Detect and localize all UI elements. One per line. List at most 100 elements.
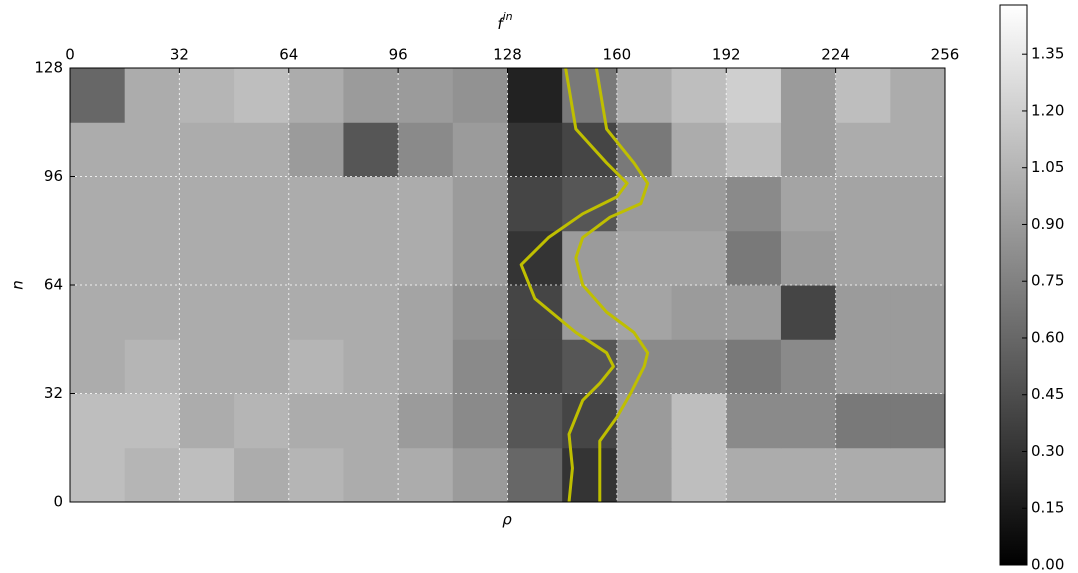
heat-cell — [890, 177, 945, 232]
heat-cell — [890, 122, 945, 177]
heat-cell — [672, 339, 727, 394]
heat-cell — [672, 448, 727, 503]
colorbar-tick-label: 1.05 — [1031, 158, 1064, 176]
heat-cell — [781, 394, 836, 449]
heat-cell — [617, 68, 672, 123]
heat-cell — [726, 285, 781, 340]
heat-cell — [836, 177, 891, 232]
heat-cell — [890, 68, 945, 123]
heat-cell — [179, 448, 234, 503]
heat-cell — [453, 394, 508, 449]
heat-cell — [836, 285, 891, 340]
heat-cell — [726, 122, 781, 177]
heat-cell — [125, 339, 180, 394]
heat-cell — [726, 448, 781, 503]
heat-cell — [672, 231, 727, 286]
heat-cell — [70, 68, 125, 123]
bottom-label: ρ — [502, 511, 512, 529]
heat-cell — [508, 231, 563, 286]
y-tick-label: 0 — [53, 493, 63, 511]
heat-cell — [234, 339, 289, 394]
heat-cell — [343, 177, 398, 232]
heat-cell — [398, 285, 453, 340]
heat-cell — [343, 231, 398, 286]
heat-cell — [234, 122, 289, 177]
heat-cell — [781, 68, 836, 123]
heat-cell — [781, 231, 836, 286]
colorbar-tick-label: 0.00 — [1031, 556, 1064, 573]
heat-cell — [672, 177, 727, 232]
heat-cell — [508, 122, 563, 177]
heat-cell — [672, 122, 727, 177]
heat-cell — [672, 394, 727, 449]
heat-cell — [890, 448, 945, 503]
x-tick-label: 96 — [389, 46, 408, 64]
y-axis-label: n — [9, 280, 27, 290]
heat-cell — [508, 339, 563, 394]
colorbar-tick-label: 0.45 — [1031, 385, 1064, 403]
heat-cell — [836, 122, 891, 177]
heat-cell — [343, 394, 398, 449]
heat-cell — [289, 177, 344, 232]
heat-cell — [125, 68, 180, 123]
heat-cell — [343, 68, 398, 123]
heat-cell — [617, 448, 672, 503]
colorbar-tick-label: 1.20 — [1031, 101, 1064, 119]
heat-cell — [398, 177, 453, 232]
y-tick-label: 128 — [34, 59, 63, 77]
heat-cell — [836, 448, 891, 503]
x-tick-label: 64 — [279, 46, 298, 64]
heat-cell — [179, 394, 234, 449]
heat-cell — [781, 177, 836, 232]
heat-cell — [836, 339, 891, 394]
heat-cell — [672, 285, 727, 340]
heat-cell — [289, 122, 344, 177]
heat-cell — [562, 339, 617, 394]
heat-cell — [398, 448, 453, 503]
heat-cell — [398, 122, 453, 177]
heat-cell — [125, 122, 180, 177]
heat-cell — [70, 339, 125, 394]
heat-cell — [453, 285, 508, 340]
heat-cell — [726, 68, 781, 123]
x-tick-label: 160 — [603, 46, 632, 64]
x-tick-label: 0 — [65, 46, 75, 64]
x-tick-label: 256 — [931, 46, 960, 64]
heat-cell — [453, 177, 508, 232]
heat-cell — [562, 231, 617, 286]
colorbar-tick-label: 0.90 — [1031, 215, 1064, 233]
heat-cell — [179, 122, 234, 177]
heat-cell — [508, 448, 563, 503]
heat-cell — [179, 177, 234, 232]
heat-cell — [836, 394, 891, 449]
x-label-sup: in — [503, 10, 513, 23]
heat-cell — [70, 231, 125, 286]
heat-cell — [726, 394, 781, 449]
heat-cell — [890, 231, 945, 286]
heat-cell — [179, 231, 234, 286]
heat-cell — [234, 285, 289, 340]
x-axis-label: fin — [497, 10, 512, 33]
heat-cell — [398, 394, 453, 449]
heat-cell — [726, 231, 781, 286]
heat-cell — [726, 339, 781, 394]
heat-cell — [343, 285, 398, 340]
heat-cell — [508, 394, 563, 449]
heat-cell — [70, 177, 125, 232]
heat-cell — [70, 394, 125, 449]
heat-cell — [781, 339, 836, 394]
heat-cell — [234, 231, 289, 286]
x-tick-label: 192 — [712, 46, 741, 64]
y-tick-label: 32 — [44, 384, 63, 402]
colorbar-tick-label: 0.75 — [1031, 272, 1064, 290]
heat-cell — [672, 68, 727, 123]
heat-cell — [343, 339, 398, 394]
heat-cell — [890, 394, 945, 449]
heat-cell — [125, 177, 180, 232]
heat-cell — [289, 231, 344, 286]
colorbar-tick-label: 0.60 — [1031, 328, 1064, 346]
heat-cell — [836, 68, 891, 123]
heat-cell — [453, 122, 508, 177]
heat-cell — [289, 448, 344, 503]
heat-cell — [398, 68, 453, 123]
